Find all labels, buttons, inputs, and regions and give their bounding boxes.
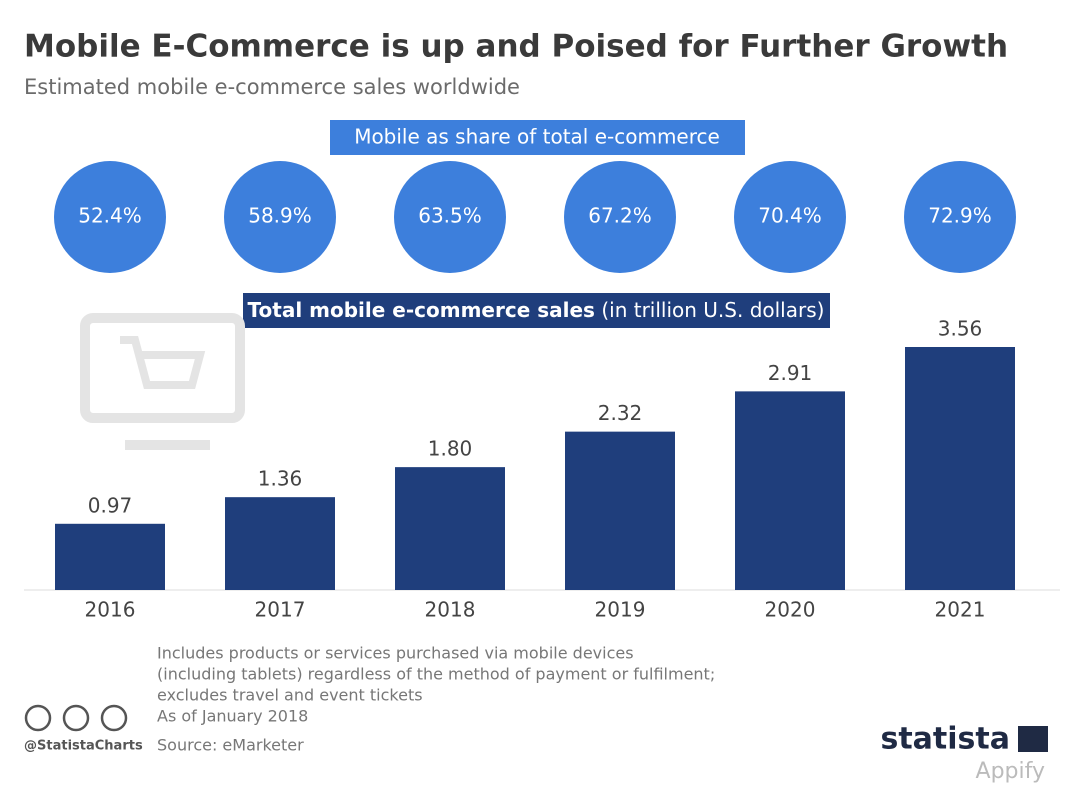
- share-circle: [54, 161, 166, 273]
- title: Mobile E-Commerce is up and Poised for F…: [24, 29, 1008, 65]
- x-tick-label: 2019: [595, 598, 646, 622]
- share-circle: [224, 161, 336, 273]
- share-label: 52.4%: [78, 204, 142, 228]
- value-label: 3.56: [938, 317, 983, 341]
- x-tick-label: 2017: [255, 598, 306, 622]
- share-circle: [734, 161, 846, 273]
- share-circle: [394, 161, 506, 273]
- share-circle: [904, 161, 1016, 273]
- note-line: excludes travel and event tickets: [157, 686, 423, 705]
- share-circle: [564, 161, 676, 273]
- x-tick-label: 2016: [85, 598, 136, 622]
- footer: Includes products or services purchased …: [24, 644, 1048, 784]
- bar: [225, 497, 335, 590]
- handle: @StatistaCharts: [24, 739, 143, 754]
- sales-pill: [243, 293, 830, 328]
- note-line: Includes products or services purchased …: [157, 644, 634, 663]
- sales-title: Total mobile e-commerce sales (in trilli…: [248, 298, 825, 322]
- brand: statista: [880, 722, 1010, 757]
- bar: [395, 467, 505, 590]
- subtitle: Estimated mobile e-commerce sales worldw…: [24, 75, 520, 99]
- share-label: 67.2%: [588, 204, 652, 228]
- value-label: 2.32: [598, 401, 643, 425]
- bar: [55, 523, 165, 590]
- share-title: Mobile as share of total e-commerce: [354, 125, 720, 149]
- value-label: 1.80: [428, 437, 473, 461]
- note-line: As of January 2018: [157, 707, 308, 726]
- license-icons: [24, 704, 128, 732]
- value-label: 2.91: [768, 361, 813, 385]
- cart-icon: [80, 313, 245, 450]
- share-label: 70.4%: [758, 204, 822, 228]
- value-label: 1.36: [258, 467, 303, 491]
- bar: [905, 347, 1015, 590]
- x-tick-label: 2021: [935, 598, 986, 622]
- sales-unit: (in trillion U.S. dollars): [601, 298, 824, 322]
- x-tick-label: 2018: [425, 598, 476, 622]
- note-line: (including tablets) regardless of the me…: [157, 665, 715, 684]
- bar: [565, 431, 675, 590]
- source: Source: eMarketer: [157, 736, 304, 755]
- watermark: Appify: [976, 759, 1045, 784]
- sales-title-main: Total mobile e-commerce sales: [248, 298, 595, 322]
- share-label: 72.9%: [928, 204, 992, 228]
- x-tick-label: 2020: [765, 598, 816, 622]
- bar: [735, 391, 845, 590]
- share-label: 58.9%: [248, 204, 312, 228]
- value-label: 0.97: [88, 493, 133, 517]
- brand-logo: [1018, 726, 1048, 752]
- share-pill: [330, 120, 745, 155]
- share-label: 63.5%: [418, 204, 482, 228]
